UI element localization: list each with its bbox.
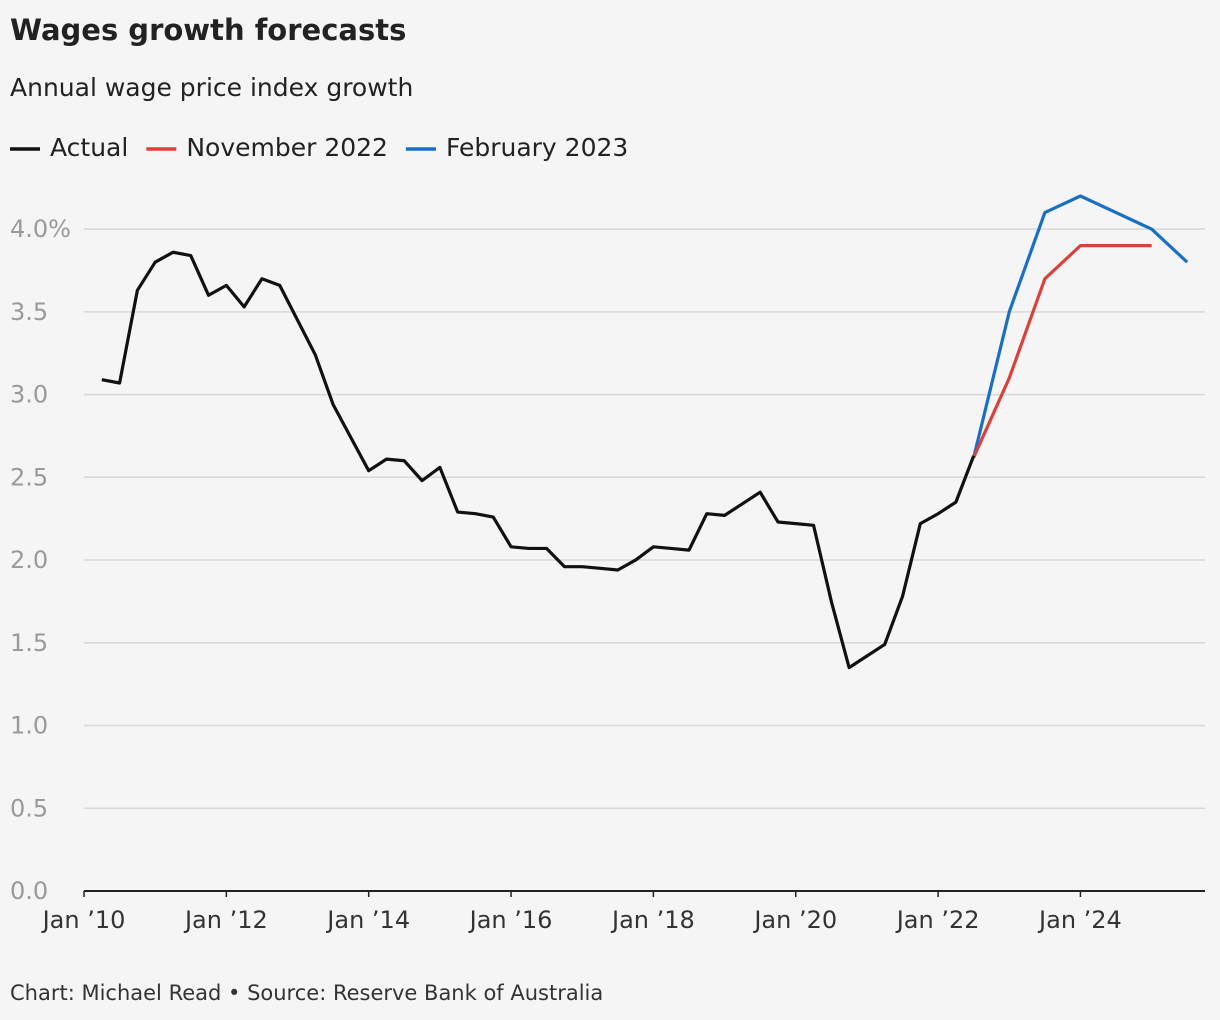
y-tick-label: 2.5 [10,463,48,491]
x-tick-label: Jan ’10 [41,906,126,934]
legend-label: November 2022 [186,133,388,162]
x-tick-label: Jan ’22 [895,906,980,934]
x-tick-label: Jan ’12 [183,906,268,934]
y-tick-label: 2.0 [10,546,48,574]
source-note: Chart: Michael Read • Source: Reserve Ba… [10,981,603,1005]
series-line [972,194,1189,458]
y-tick-label: 1.0 [10,712,48,740]
x-tick-label: Jan ’16 [468,906,553,934]
y-tick-label: 0.0 [10,877,48,905]
series-line [972,244,1152,459]
y-tick-label: 4.0% [10,215,71,243]
chart-subtitle: Annual wage price index growth [10,73,413,102]
y-tick-label: 3.0 [10,381,48,409]
x-tick-label: Jan ’14 [325,906,410,934]
x-tick-label: Jan ’20 [752,906,837,934]
x-tick-label: Jan ’18 [610,906,695,934]
chart-title: Wages growth forecasts [10,13,406,47]
legend-label: February 2023 [446,133,628,162]
y-tick-label: 3.5 [10,298,48,326]
series-line [101,250,976,670]
x-tick-label: Jan ’24 [1037,906,1122,934]
legend-label: Actual [50,133,128,162]
y-tick-label: 1.5 [10,629,48,657]
y-tick-label: 0.5 [10,794,48,822]
